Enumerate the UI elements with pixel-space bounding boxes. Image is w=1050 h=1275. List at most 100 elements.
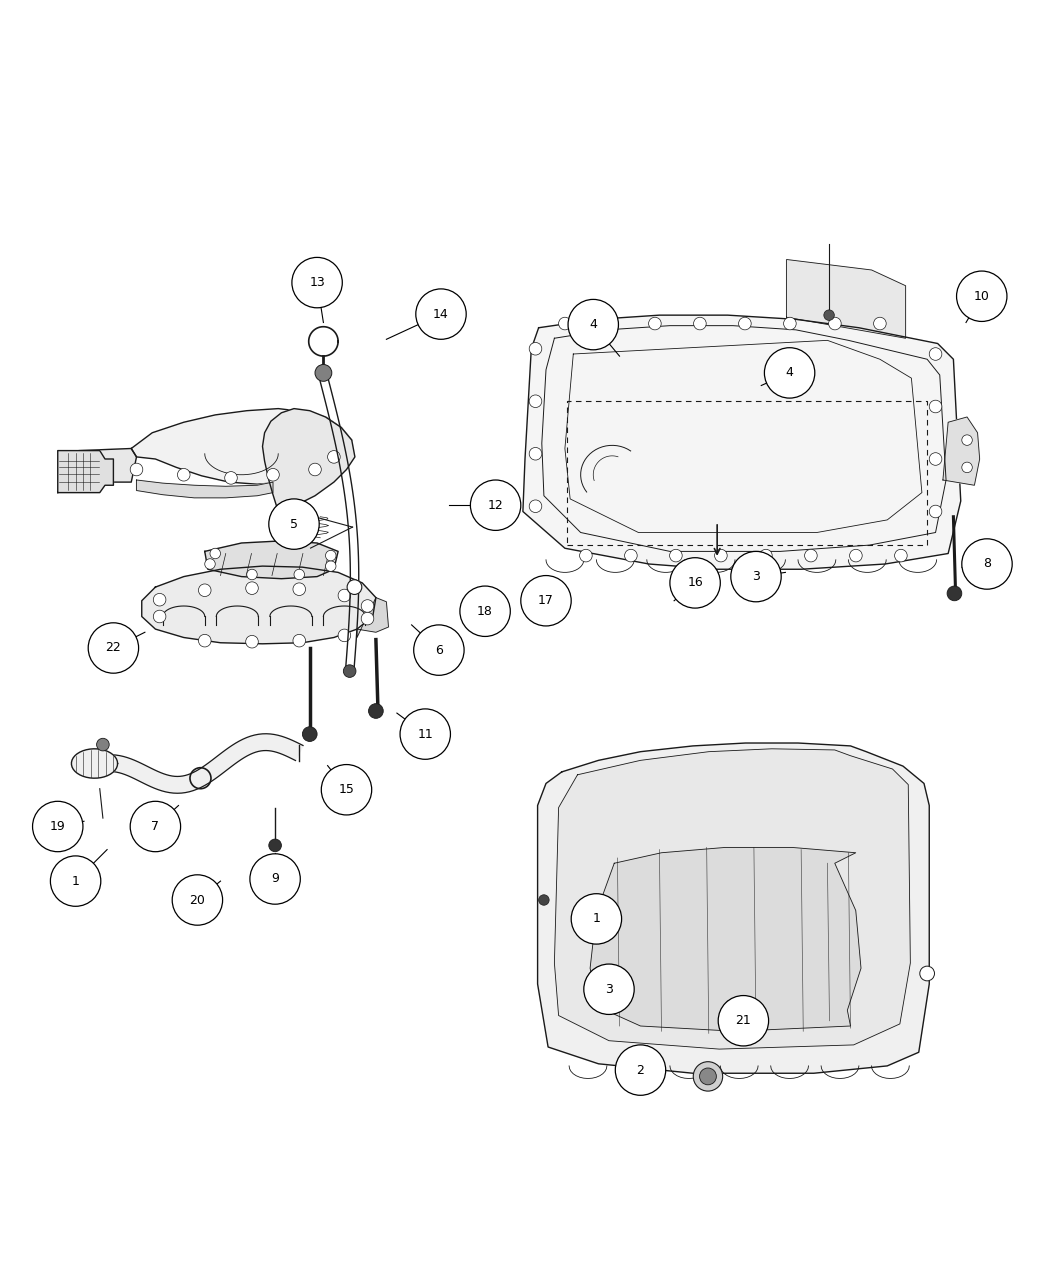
Circle shape <box>414 625 464 676</box>
Circle shape <box>247 569 257 580</box>
Polygon shape <box>131 408 352 484</box>
Polygon shape <box>943 417 980 486</box>
Circle shape <box>670 550 682 562</box>
Text: 16: 16 <box>687 576 704 589</box>
Circle shape <box>338 629 351 641</box>
Text: 14: 14 <box>433 307 449 320</box>
Circle shape <box>267 468 279 481</box>
Text: 21: 21 <box>735 1014 752 1028</box>
Circle shape <box>759 550 772 562</box>
Circle shape <box>962 435 972 445</box>
Circle shape <box>88 622 139 673</box>
Circle shape <box>246 581 258 594</box>
Text: 2: 2 <box>636 1063 645 1076</box>
Circle shape <box>326 561 336 571</box>
Circle shape <box>828 317 841 330</box>
Circle shape <box>210 548 220 558</box>
Circle shape <box>874 317 886 330</box>
Circle shape <box>559 317 571 330</box>
Polygon shape <box>142 566 376 644</box>
Circle shape <box>625 550 637 562</box>
Text: 11: 11 <box>418 728 433 741</box>
Circle shape <box>920 966 934 980</box>
Circle shape <box>615 1046 666 1095</box>
Polygon shape <box>554 748 910 1049</box>
Circle shape <box>957 272 1007 321</box>
Circle shape <box>338 589 351 602</box>
Circle shape <box>824 310 835 320</box>
Polygon shape <box>58 450 113 492</box>
Polygon shape <box>104 733 303 793</box>
Circle shape <box>33 801 83 852</box>
Text: 5: 5 <box>290 518 298 530</box>
Circle shape <box>293 583 306 595</box>
Text: 20: 20 <box>189 894 206 907</box>
Circle shape <box>529 448 542 460</box>
Circle shape <box>693 1062 722 1091</box>
Circle shape <box>348 580 362 594</box>
Circle shape <box>738 317 751 330</box>
Circle shape <box>97 738 109 751</box>
Text: 22: 22 <box>105 641 122 654</box>
Polygon shape <box>71 748 118 778</box>
Circle shape <box>804 550 817 562</box>
Text: 8: 8 <box>983 557 991 570</box>
Circle shape <box>250 854 300 904</box>
Circle shape <box>293 635 306 646</box>
Circle shape <box>694 317 707 330</box>
Circle shape <box>718 996 769 1046</box>
Circle shape <box>369 704 383 718</box>
Text: 4: 4 <box>785 366 794 380</box>
Circle shape <box>328 450 340 463</box>
Circle shape <box>343 664 356 677</box>
Text: 17: 17 <box>538 594 554 607</box>
Polygon shape <box>205 541 338 579</box>
Circle shape <box>764 348 815 398</box>
Circle shape <box>205 558 215 569</box>
Text: 19: 19 <box>50 820 65 833</box>
Text: 3: 3 <box>752 570 760 583</box>
Circle shape <box>321 765 372 815</box>
Text: 9: 9 <box>271 872 279 886</box>
Text: 13: 13 <box>309 277 324 289</box>
Text: 3: 3 <box>605 983 613 996</box>
Text: 4: 4 <box>589 317 597 332</box>
Circle shape <box>326 551 336 561</box>
Circle shape <box>198 584 211 597</box>
Circle shape <box>715 550 728 562</box>
Circle shape <box>246 635 258 648</box>
Circle shape <box>416 289 466 339</box>
Circle shape <box>309 463 321 476</box>
Text: 15: 15 <box>338 783 355 797</box>
Polygon shape <box>136 479 273 497</box>
Circle shape <box>225 472 237 484</box>
Circle shape <box>849 550 862 562</box>
Circle shape <box>400 709 450 760</box>
Circle shape <box>731 551 781 602</box>
Circle shape <box>269 499 319 550</box>
Circle shape <box>177 468 190 481</box>
Polygon shape <box>68 449 136 482</box>
Circle shape <box>947 586 962 601</box>
Circle shape <box>153 611 166 622</box>
Circle shape <box>580 550 592 562</box>
Circle shape <box>302 727 317 742</box>
Circle shape <box>670 557 720 608</box>
Circle shape <box>521 575 571 626</box>
Circle shape <box>783 317 796 330</box>
Circle shape <box>604 317 616 330</box>
Text: 7: 7 <box>151 820 160 833</box>
Circle shape <box>130 463 143 476</box>
Circle shape <box>962 462 972 473</box>
Text: 1: 1 <box>71 875 80 887</box>
Circle shape <box>460 586 510 636</box>
Circle shape <box>153 593 166 606</box>
Circle shape <box>315 365 332 381</box>
Circle shape <box>929 400 942 413</box>
Text: 1: 1 <box>592 913 601 926</box>
Circle shape <box>50 856 101 907</box>
Circle shape <box>130 801 181 852</box>
Circle shape <box>962 539 1012 589</box>
Circle shape <box>529 395 542 408</box>
Circle shape <box>929 505 942 518</box>
